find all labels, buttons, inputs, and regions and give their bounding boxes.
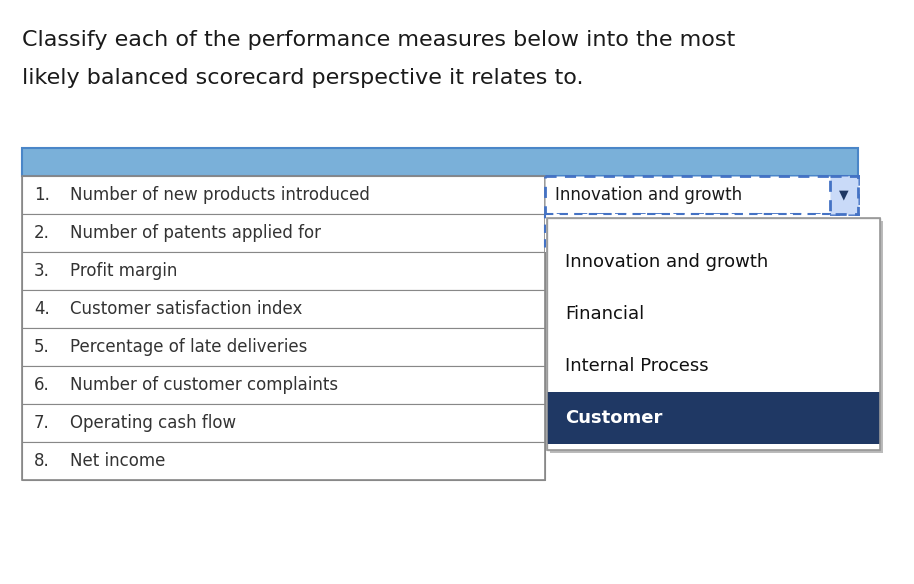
- Text: likely balanced scorecard perspective it relates to.: likely balanced scorecard perspective it…: [22, 68, 583, 88]
- Bar: [22, 290, 545, 328]
- Bar: [22, 442, 545, 480]
- Text: 7.: 7.: [34, 414, 49, 432]
- Text: 2.: 2.: [34, 224, 50, 242]
- Text: Operating cash flow: Operating cash flow: [70, 414, 236, 432]
- Text: Number of customer complaints: Number of customer complaints: [70, 376, 338, 394]
- Bar: [22, 366, 545, 404]
- Bar: [545, 214, 830, 252]
- Bar: [547, 392, 880, 444]
- Bar: [22, 176, 545, 214]
- Text: Number of new products introduced: Number of new products introduced: [70, 186, 370, 204]
- Bar: [830, 176, 858, 214]
- Bar: [545, 176, 858, 214]
- Text: Innovation and growth: Innovation and growth: [555, 186, 742, 204]
- Text: 4.: 4.: [34, 300, 49, 318]
- Text: Net income: Net income: [70, 452, 165, 470]
- Text: Profit margin: Profit margin: [70, 262, 177, 280]
- Bar: [547, 218, 880, 450]
- Text: Internal Process: Internal Process: [565, 357, 708, 375]
- Bar: [22, 214, 545, 252]
- Text: ▼: ▼: [839, 189, 849, 201]
- Text: Customer satisfaction index: Customer satisfaction index: [70, 300, 303, 318]
- Bar: [22, 404, 545, 442]
- Text: 8.: 8.: [34, 452, 49, 470]
- Bar: [22, 328, 545, 366]
- Bar: [22, 252, 545, 290]
- Text: tion and growth: tion and growth: [573, 225, 694, 241]
- Text: Percentage of late deliveries: Percentage of late deliveries: [70, 338, 307, 356]
- Text: Innovation and growth: Innovation and growth: [565, 253, 769, 271]
- Bar: [22, 148, 858, 176]
- Text: Customer: Customer: [565, 409, 663, 427]
- Text: Financial: Financial: [565, 305, 644, 323]
- Bar: [550, 221, 883, 453]
- Text: 5.: 5.: [34, 338, 49, 356]
- Bar: [547, 218, 880, 450]
- Text: 6.: 6.: [34, 376, 49, 394]
- Text: 3.: 3.: [34, 262, 50, 280]
- Text: Number of patents applied for: Number of patents applied for: [70, 224, 321, 242]
- Bar: [22, 176, 545, 480]
- Text: Classify each of the performance measures below into the most: Classify each of the performance measure…: [22, 30, 735, 50]
- Text: 1.: 1.: [34, 186, 50, 204]
